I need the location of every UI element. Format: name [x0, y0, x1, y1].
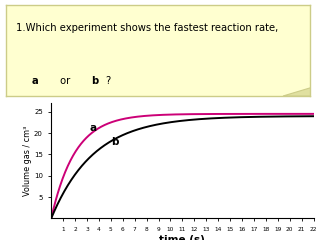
Text: 1.Which experiment shows the fastest reaction rate,: 1.Which experiment shows the fastest rea… [15, 23, 278, 33]
Text: ?: ? [105, 76, 110, 86]
Polygon shape [283, 88, 310, 96]
Y-axis label: Volume gas / cm³: Volume gas / cm³ [23, 126, 32, 196]
Text: a: a [25, 76, 38, 86]
X-axis label: time (s): time (s) [159, 234, 205, 240]
Text: b: b [92, 76, 99, 86]
Text: b: b [111, 137, 118, 147]
Text: a: a [89, 123, 97, 133]
Text: or: or [57, 76, 73, 86]
